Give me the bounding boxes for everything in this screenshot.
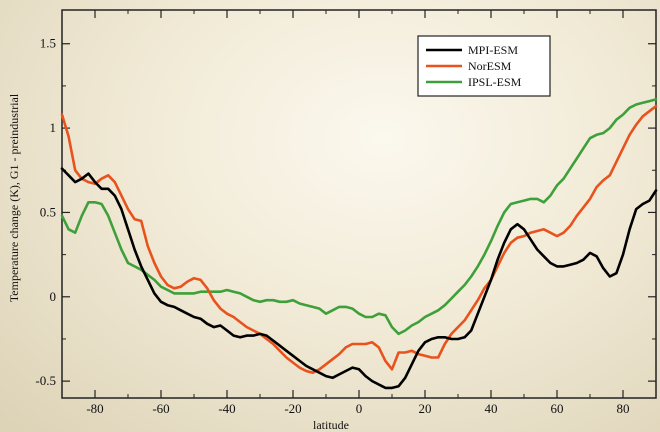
x-tick-label: -80 bbox=[86, 401, 103, 416]
y-tick-label: 0 bbox=[50, 289, 57, 304]
y-tick-label: 0.5 bbox=[40, 204, 56, 219]
x-tick-label: 20 bbox=[419, 401, 432, 416]
x-tick-label: -20 bbox=[284, 401, 301, 416]
x-axis-title: latitude bbox=[313, 418, 349, 432]
x-tick-label: -60 bbox=[152, 401, 169, 416]
x-axis: -80 -60 -40 -20 0 20 40 60 80 bbox=[61, 10, 657, 416]
series-layer bbox=[60, 98, 658, 390]
plot-frame bbox=[61, 9, 657, 399]
series-line-mpi-esm bbox=[60, 167, 658, 390]
x-tick-label: -40 bbox=[218, 401, 235, 416]
legend-label-noresm: NorESM bbox=[468, 59, 512, 73]
legend-label-mpi-esm: MPI-ESM bbox=[468, 43, 518, 57]
y-tick-label: -0.5 bbox=[35, 373, 56, 388]
legend-label-ipsl-esm: IPSL-ESM bbox=[468, 75, 522, 89]
series-line-ipsl-esm bbox=[60, 98, 658, 336]
y-tick-label: 1 bbox=[50, 120, 57, 135]
y-axis: -0.5 0 0.5 1 1.5 bbox=[35, 36, 656, 388]
x-tick-label: 0 bbox=[356, 401, 363, 416]
x-tick-label: 80 bbox=[617, 401, 630, 416]
x-tick-label: 40 bbox=[485, 401, 498, 416]
y-tick-label: 1.5 bbox=[40, 36, 56, 51]
series-line-noresm bbox=[60, 104, 658, 374]
x-tick-label: 60 bbox=[551, 401, 564, 416]
legend: MPI-ESM NorESM IPSL-ESM bbox=[417, 35, 551, 97]
y-axis-title: Temperature change (K), G1 - preindustri… bbox=[7, 93, 21, 302]
